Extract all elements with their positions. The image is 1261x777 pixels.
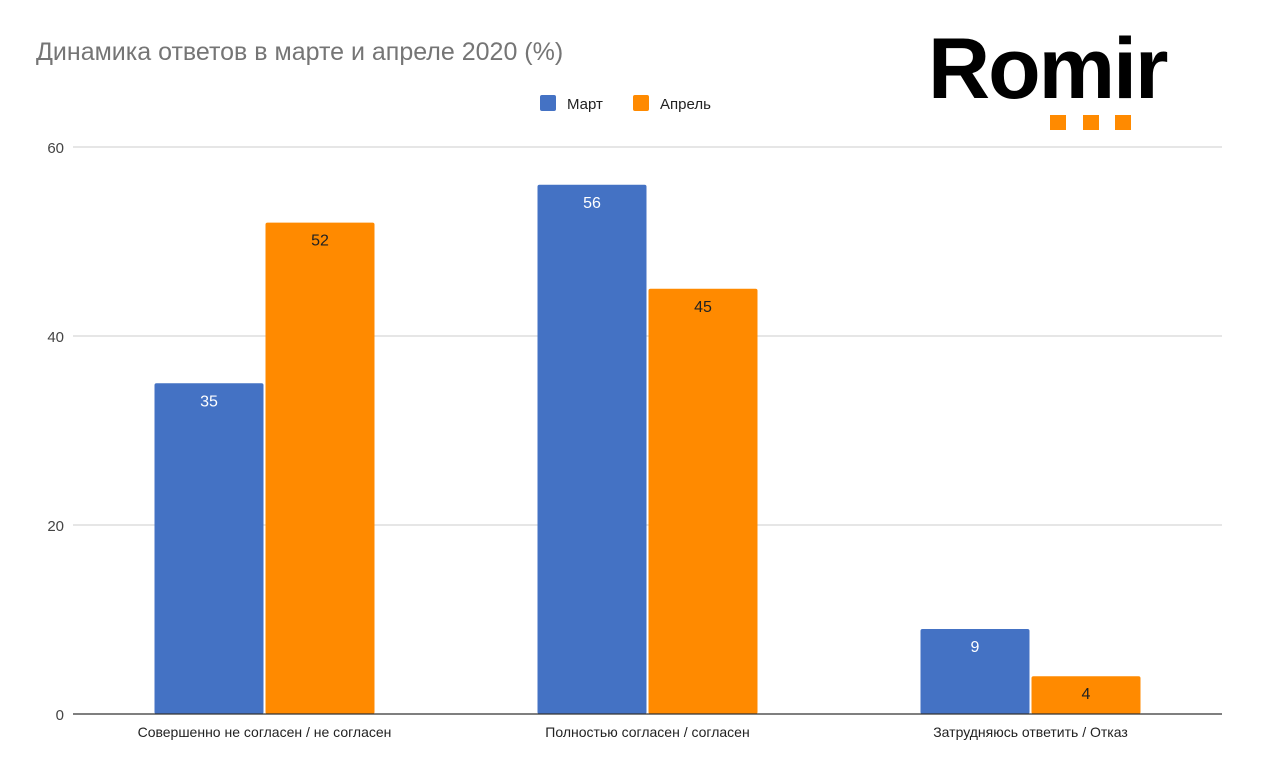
y-tick-label: 0	[56, 707, 64, 724]
chart-title: Динамика ответов в марте и апреле 2020 (…	[36, 38, 564, 66]
legend-swatch-Март	[540, 95, 556, 111]
x-tick-label: Совершенно не согласен / не согласен	[138, 724, 392, 740]
data-label: 45	[694, 299, 712, 316]
bar-Март	[154, 383, 264, 714]
data-label: 35	[200, 393, 218, 410]
bar-Март	[537, 184, 647, 715]
y-tick-label: 20	[47, 518, 64, 535]
bar-Апрель	[648, 288, 758, 714]
x-tick-label: Полностью согласен / согласен	[545, 724, 749, 740]
bar-Март	[920, 628, 1030, 714]
bar-Апрель	[1031, 676, 1141, 714]
romir-logo: Romir	[928, 21, 1208, 136]
legend-swatch-Апрель	[633, 95, 649, 111]
legend-label: Апрель	[660, 96, 711, 113]
data-label: 4	[1082, 686, 1091, 703]
y-tick-label: 40	[47, 329, 64, 346]
data-label: 9	[971, 639, 980, 656]
x-tick-label: Затрудняюсь ответить / Отказ	[933, 724, 1128, 740]
legend-label: Март	[567, 96, 603, 113]
y-tick-label: 60	[47, 140, 64, 157]
data-label: 56	[583, 195, 601, 212]
bar-Апрель	[265, 222, 375, 714]
data-label: 52	[311, 233, 329, 250]
